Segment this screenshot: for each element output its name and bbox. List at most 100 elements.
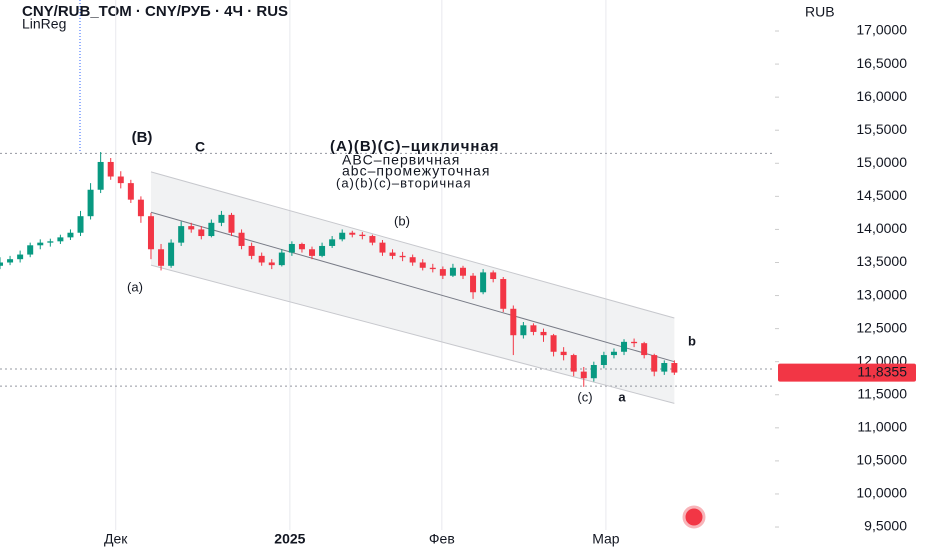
linreg-upper [150, 171, 675, 319]
candle-body [349, 232, 356, 235]
candle-body [137, 199, 144, 217]
candle-body [449, 267, 456, 276]
candle-body [298, 243, 305, 250]
candle-body [631, 341, 638, 344]
candle-body [500, 279, 507, 309]
last-price-label: 11,8355 [857, 363, 907, 379]
candle-body [520, 325, 527, 336]
candle-body [0, 262, 3, 266]
candle-body [379, 242, 386, 253]
indicator-label: LinReg [22, 16, 66, 32]
candle-body [178, 226, 185, 243]
candle-body [218, 214, 225, 223]
candle-body [399, 255, 406, 258]
candle-body [600, 355, 607, 365]
candle-body [238, 232, 245, 246]
candle-body [17, 254, 24, 260]
candle-body [87, 189, 94, 217]
y-tick-label: 16,5000 [856, 55, 907, 71]
wave-label: (b) [394, 213, 410, 228]
wave-label: (c) [577, 389, 592, 404]
candle-body [621, 341, 628, 352]
y-tick-label: 11,5000 [857, 385, 907, 401]
x-tick-label: Мар [592, 531, 620, 547]
candle-body [570, 355, 577, 372]
candle-body [228, 214, 235, 233]
candle-body [147, 216, 154, 250]
candle-body [248, 245, 255, 256]
candle-body [198, 229, 205, 237]
chart-title: CNY/RUB_TOM · CNY/РУБ · 4Ч · RUS [22, 3, 288, 20]
candle-body [459, 267, 466, 276]
flag-icon [682, 505, 706, 529]
candle-body [339, 232, 346, 240]
y-tick-label: 15,0000 [856, 154, 907, 170]
candle-body [369, 236, 376, 243]
candle-body [258, 255, 265, 263]
candle-body [67, 232, 74, 238]
candle-body [550, 335, 557, 352]
wave-label: (a) [127, 279, 143, 294]
wave-label: C [195, 139, 205, 155]
legend-line: abc–промежуточная [342, 163, 490, 179]
candle-body [641, 343, 648, 356]
candle-body [490, 272, 497, 280]
y-tick-label: 14,5000 [856, 187, 907, 203]
x-tick-label: Дек [104, 531, 128, 547]
candle-body [389, 252, 396, 256]
y-tick-label: 17,0000 [856, 22, 907, 38]
candle-body [268, 262, 275, 266]
candle-body [661, 363, 668, 372]
candle-body [540, 331, 547, 336]
y-tick-label: 12,5000 [856, 319, 907, 335]
candle-body [580, 371, 587, 379]
candle-body [470, 275, 477, 293]
candle-body [127, 183, 134, 200]
legend-line: (a)(b)(c)–вторичная [336, 175, 472, 190]
candle-body [188, 226, 195, 230]
candle-body [27, 245, 34, 255]
x-tick-label: Фев [429, 531, 455, 547]
candle-body [429, 267, 436, 270]
candle-body [560, 351, 567, 356]
candle-body [419, 262, 426, 268]
wave-label: (B) [132, 129, 153, 146]
candle-body [117, 176, 124, 184]
legend-line: (A)(B)(C)–цикличная [330, 138, 500, 155]
y-tick-label: 15,5000 [856, 121, 907, 137]
x-tick-label: 2025 [274, 531, 305, 547]
candle-body [610, 351, 617, 356]
candle-body [359, 234, 366, 237]
currency-label: RUB [805, 4, 835, 20]
candle-body [107, 161, 114, 177]
candle-body [168, 242, 175, 266]
y-tick-label: 14,0000 [856, 220, 907, 236]
candle-body [77, 216, 84, 233]
candle-body [37, 242, 44, 246]
candle-body [329, 239, 336, 246]
candle-body [590, 364, 597, 379]
candle-body [530, 325, 537, 332]
legend-line: ABC–первичная [342, 152, 460, 168]
y-tick-label: 16,0000 [856, 88, 907, 104]
y-tick-label: 10,5000 [856, 452, 907, 468]
y-tick-label: 13,5000 [856, 253, 907, 269]
y-tick-label: 10,0000 [856, 485, 907, 501]
candle-body [158, 249, 165, 266]
candle-body [439, 269, 446, 276]
linreg-channel [150, 171, 675, 404]
linreg-lower [150, 264, 675, 404]
wave-label: a [618, 389, 626, 404]
candle-body [309, 249, 316, 256]
linreg-center [150, 211, 675, 363]
candle-body [671, 363, 678, 373]
candle-body [7, 259, 14, 263]
candle-body [97, 161, 104, 190]
candle-body [409, 257, 416, 263]
candle-body [480, 272, 487, 293]
candle-body [651, 355, 658, 372]
candle-body [510, 308, 517, 336]
candle-body [208, 222, 215, 237]
candle-body [57, 237, 64, 242]
